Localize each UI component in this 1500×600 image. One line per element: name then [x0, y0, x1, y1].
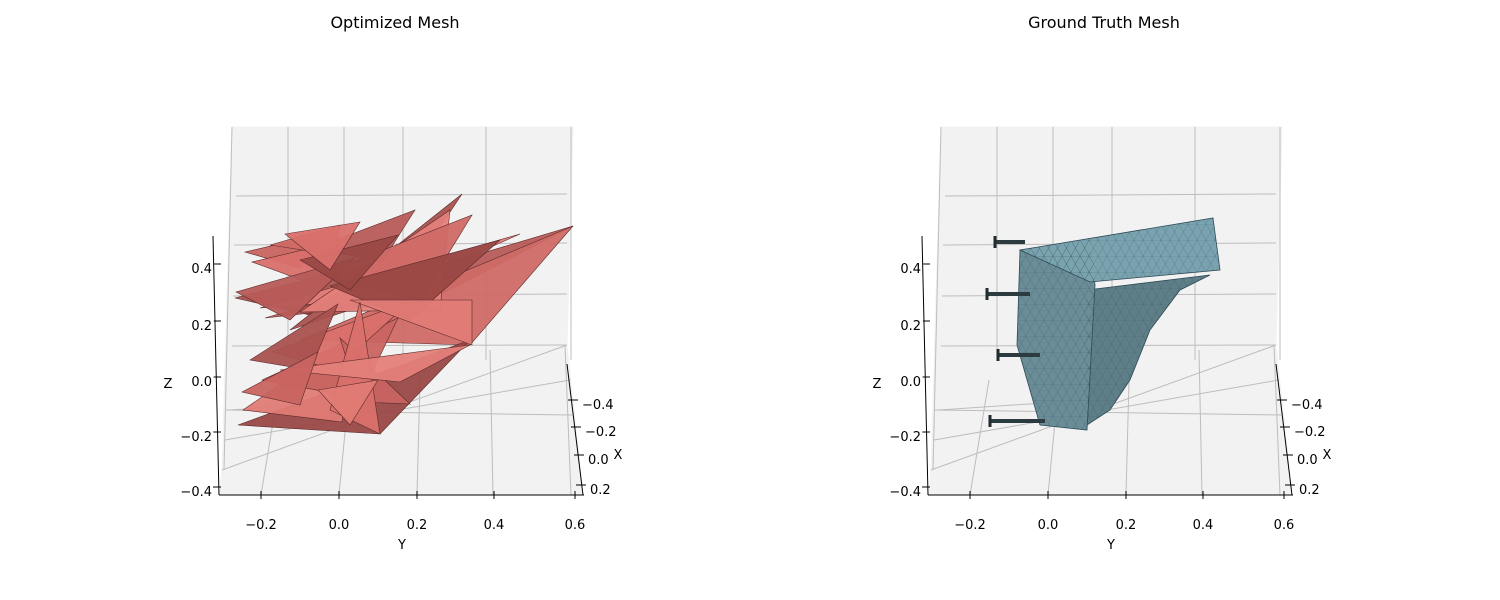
y-tick-label: −0.2	[245, 518, 277, 533]
z-tick-label: −0.2	[180, 430, 212, 445]
mesh-face	[241, 351, 319, 406]
gridline	[416, 379, 421, 496]
x-axis-label: X	[614, 448, 623, 463]
x-axis-line	[566, 363, 584, 496]
gridline	[1273, 344, 1281, 496]
z-tick-label: 0.0	[191, 375, 212, 390]
mesh-wireframe	[1087, 275, 1210, 425]
x-tick-label: 0.2	[590, 483, 611, 498]
mesh-face	[299, 234, 399, 291]
y-tick-label: 0.6	[565, 518, 586, 533]
z-tick-label: −0.4	[180, 485, 212, 500]
y-tick-label: 0.4	[1193, 518, 1214, 533]
y-tick-label: 0.4	[484, 518, 505, 533]
x-tick-label: −0.2	[585, 425, 617, 440]
mesh-face	[284, 221, 361, 271]
y-axis-label: Y	[1106, 538, 1115, 553]
gridline	[969, 379, 990, 496]
x-tick-label: −0.4	[582, 398, 614, 413]
x-tick-label: 0.2	[1299, 483, 1320, 498]
x-tick-label: 0.0	[1297, 453, 1318, 468]
gridline	[932, 126, 942, 471]
chart-title: Ground Truth Mesh	[1028, 13, 1180, 32]
y-tick-label: 0.0	[1038, 518, 1059, 533]
optimized-mesh-shape	[234, 193, 574, 435]
mesh-wireframe	[1017, 240, 1095, 430]
mesh-wireframe	[1020, 218, 1220, 282]
gridline	[564, 344, 572, 496]
gridline	[489, 349, 494, 496]
gridline	[223, 126, 233, 471]
y-tick-label: −0.2	[954, 518, 986, 533]
z-tick-label: 0.2	[191, 319, 212, 334]
gridline	[235, 193, 568, 197]
gridline	[934, 409, 1282, 416]
x-axis-label: X	[1323, 448, 1332, 463]
z-tick-label: 0.4	[191, 262, 212, 277]
y-tick-label: 0.2	[407, 518, 428, 533]
z-tick-label: 0.0	[900, 375, 921, 390]
y-axis-label: Y	[397, 538, 406, 553]
panel-ground-truth-mesh: Ground Truth Mesh −0.4 −0.2 0.0 0.2 0.4 Z −0.2 0…	[873, 13, 1332, 553]
chart-title: Optimized Mesh	[330, 13, 459, 32]
mesh-face	[349, 299, 473, 346]
mesh-face	[317, 379, 379, 426]
gridline	[1125, 379, 1130, 496]
z-tick-label: −0.2	[889, 430, 921, 445]
y-tick-label: 0.2	[1116, 518, 1137, 533]
y-tick-label: 0.0	[329, 518, 350, 533]
z-tick-label: 0.4	[900, 262, 921, 277]
gridline	[944, 193, 1277, 197]
z-tick-label: −0.4	[889, 485, 921, 500]
x-tick-label: −0.2	[1294, 425, 1326, 440]
x-tick-label: 0.0	[588, 453, 609, 468]
z-tick-label: 0.2	[900, 319, 921, 334]
x-axis-line	[1275, 363, 1293, 496]
z-axis-label: Z	[164, 377, 173, 392]
x-tick-label: −0.4	[1291, 398, 1323, 413]
z-axis-label: Z	[873, 377, 882, 392]
gridline	[1198, 349, 1203, 496]
y-tick-label: 0.6	[1274, 518, 1295, 533]
z-axis-line	[921, 235, 929, 496]
ground-truth-mesh-shape	[985, 217, 1221, 431]
z-axis-line	[212, 235, 220, 496]
panel-optimized-mesh: Optimized Mesh −0.4 −0.2 0.0 0.2 0.4 Z −0.2 0.0 0…	[164, 13, 623, 553]
mesh-face	[279, 344, 471, 383]
